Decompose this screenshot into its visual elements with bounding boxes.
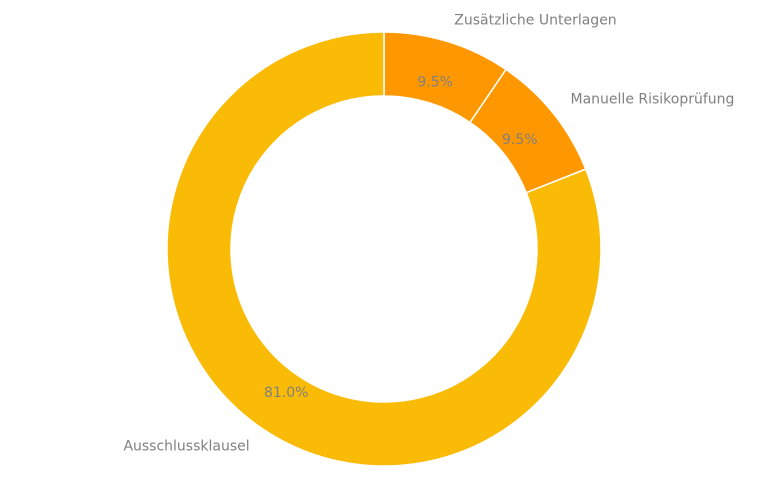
slice-category-label: Ausschlussklausel — [123, 439, 249, 455]
slices-layer — [166, 31, 602, 467]
slice-percent-label: 9.5% — [417, 75, 453, 91]
slice-category-label: Manuelle Risikoprüfung — [571, 92, 735, 108]
donut-slice — [166, 31, 602, 467]
slice-percent-label: 9.5% — [502, 132, 538, 148]
slice-category-label: Zusätzliche Unterlagen — [454, 13, 616, 29]
labels-layer: 9.5% Zusätzliche Unterlagen 9.5% Manuelle R… — [123, 13, 734, 455]
slice-percent-label: 81.0% — [264, 385, 308, 401]
